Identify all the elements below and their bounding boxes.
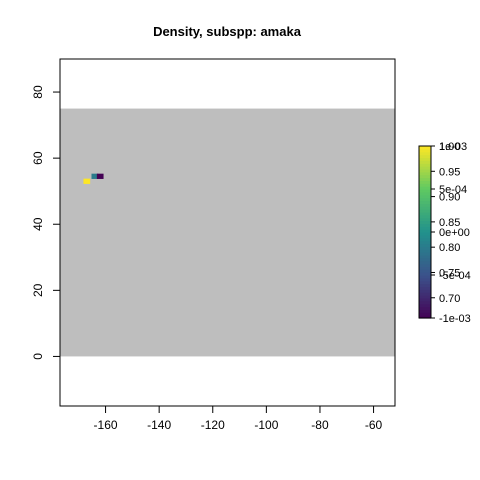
colorbar-segment	[419, 183, 431, 187]
x-tick-label: -120	[201, 418, 225, 432]
y-axis: 0 20 40 60 80	[31, 85, 61, 360]
colorbar-segment	[419, 232, 431, 236]
colorbar-segment	[419, 309, 431, 313]
colorbar-tick-label: 1e-03	[439, 141, 467, 153]
colorbar-segment	[419, 289, 431, 293]
colorbar-tick-label: 0.85	[439, 217, 460, 229]
colorbar-segment	[419, 151, 431, 156]
colorbar-segment	[419, 220, 431, 224]
y-tick-label: 80	[31, 85, 45, 99]
colorbar-segment	[419, 226, 431, 230]
colorbar-segment	[419, 217, 431, 222]
colorbar-segment	[419, 148, 431, 153]
colorbar-segment	[419, 194, 431, 199]
colorbar-segment	[419, 257, 431, 262]
colorbar-segment	[419, 263, 431, 267]
colorbar-segment	[419, 168, 431, 173]
colorbar-segment	[419, 286, 431, 290]
colorbar-segment	[419, 246, 431, 250]
heatmap-cell	[91, 173, 99, 179]
x-tick-label: -100	[254, 418, 278, 432]
x-axis: -160 -140 -120 -100 -80 -60	[94, 405, 383, 432]
colorbar-tick-label: 0.70	[439, 293, 460, 305]
colorbar-segment	[419, 171, 431, 176]
colorbar-tick-label: 0.80	[439, 242, 460, 254]
colorbar-tick-label: -1e-03	[439, 313, 471, 325]
colorbar-segment	[419, 272, 431, 276]
colorbar-tick-label: 1.00	[439, 141, 460, 153]
colorbar-segment	[419, 303, 431, 308]
colorbar-segment	[419, 243, 431, 247]
colorbar-segment	[419, 166, 431, 170]
colorbar-segment	[419, 203, 431, 207]
colorbar-segment	[419, 146, 431, 150]
y-tick-label: 0	[31, 353, 45, 360]
colorbar-segment	[419, 315, 431, 319]
colorbar-segment	[419, 200, 431, 204]
land-region	[60, 108, 395, 357]
colorbar-tick-label: 0.75	[439, 267, 460, 279]
colorbar-segment	[419, 206, 431, 210]
colorbar-segment	[419, 312, 431, 316]
colorbar-tick-label: -5e-04	[439, 270, 471, 282]
colorbar-segment	[419, 252, 431, 256]
colorbar-segment	[419, 163, 431, 167]
chart-title: Density, subspp: amaka	[153, 24, 302, 39]
colorbar-segment	[419, 266, 431, 270]
colorbar-tick-label: 0e+00	[439, 227, 470, 239]
colorbar-segment	[419, 306, 431, 310]
colorbar-segment	[419, 249, 431, 253]
colorbar-segment	[419, 275, 431, 279]
colorbar-segment	[419, 229, 431, 233]
colorbar-segment	[419, 197, 431, 202]
colorbar-segment	[419, 277, 431, 282]
colorbar-segment	[419, 254, 431, 259]
x-tick-label: -160	[94, 418, 118, 432]
heatmap-cell	[96, 173, 104, 179]
colorbar-segment	[419, 240, 431, 245]
colorbar-segment	[419, 292, 431, 296]
x-tick-label: -80	[311, 418, 329, 432]
colorbar-segment	[419, 186, 431, 190]
colorbar-segment	[419, 191, 431, 196]
y-tick-label: 60	[31, 151, 45, 165]
colorbar-tick-label: 0.90	[439, 192, 460, 204]
colorbar-segment	[419, 297, 431, 302]
heatmap-cell	[83, 178, 91, 184]
colorbar-tick-label: 5e-04	[439, 184, 467, 196]
x-tick-label: -140	[147, 418, 171, 432]
colorbar-segment	[419, 180, 431, 184]
colorbar-segment	[419, 154, 431, 159]
colorbar-segment	[419, 177, 431, 181]
colorbar-segment	[419, 300, 431, 305]
colorbar-segment	[419, 234, 431, 239]
colorbar-segment	[419, 269, 431, 273]
colorbar-segment	[419, 174, 431, 179]
colorbar-segment	[419, 160, 431, 164]
colorbar-segment	[419, 280, 431, 285]
colorbar-segment	[419, 189, 431, 193]
y-tick-label: 40	[31, 217, 45, 231]
colorbar-segment	[419, 157, 431, 161]
colorbar-segment	[419, 223, 431, 227]
colorbar-segment	[419, 211, 431, 216]
y-tick-label: 20	[31, 283, 45, 297]
colorbar-segment	[419, 214, 431, 219]
colorbar-segment	[419, 260, 431, 265]
colorbar-segment	[419, 237, 431, 242]
x-tick-label: -60	[365, 418, 383, 432]
colorbar-segment	[419, 283, 431, 288]
colorbar-legend: 1.00 0.95 0.90 0.85 0.80 0.75 0.70 1e-03 5e-04 0e…	[418, 141, 471, 325]
colorbar-segment	[419, 209, 431, 213]
plot-area	[59, 58, 396, 407]
colorbar-tick-label: 0.95	[439, 166, 460, 178]
colorbar-segment	[419, 295, 431, 299]
